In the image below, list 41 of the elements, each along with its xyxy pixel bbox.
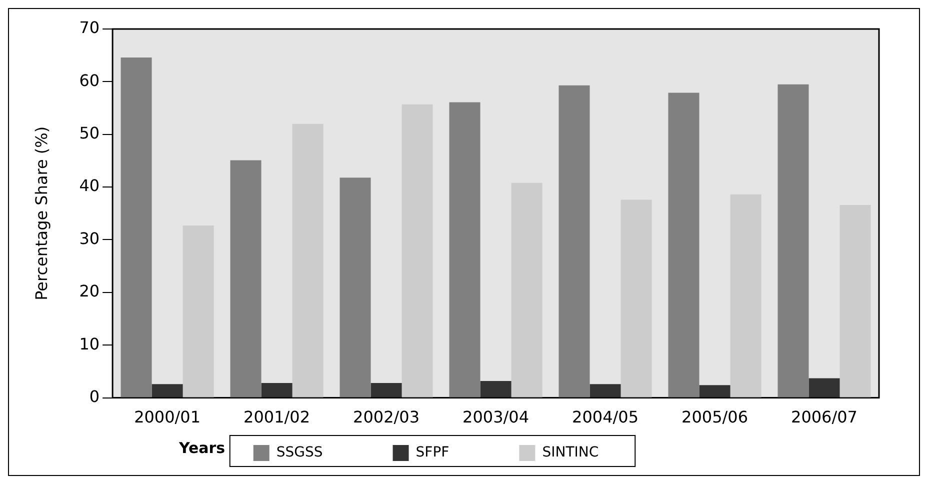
y-tick-label: 20	[79, 282, 100, 301]
x-tick-label: 2005/06	[682, 408, 748, 427]
legend-label: SSGSS	[276, 444, 379, 461]
bar	[699, 385, 730, 398]
x-tick-label: 2002/03	[353, 408, 420, 427]
bar	[778, 84, 809, 398]
bar	[620, 200, 652, 398]
bar	[449, 102, 480, 398]
bar	[840, 204, 871, 398]
y-tick-label: 0	[89, 386, 100, 406]
x-tick-label: 2003/04	[462, 408, 530, 427]
bar	[558, 85, 590, 398]
y-tick-label: 10	[79, 334, 100, 354]
bar	[480, 380, 512, 398]
legend-label: SINTINC	[542, 444, 655, 461]
x-tick-label: 2004/05	[572, 408, 639, 427]
x-axis-title: Years	[179, 439, 226, 457]
bar	[120, 57, 152, 398]
y-tick-label: 40	[79, 176, 100, 196]
bar	[182, 226, 214, 398]
bar	[230, 160, 262, 398]
bar	[511, 182, 542, 398]
bar	[292, 124, 324, 398]
bar	[340, 178, 371, 398]
bar	[152, 384, 183, 398]
bar	[402, 104, 433, 398]
bar	[668, 92, 700, 398]
x-tick-label: 2006/07	[791, 408, 858, 427]
bar	[730, 194, 762, 398]
x-tick-label: 2000/01	[134, 408, 201, 427]
legend-label: SFPF	[416, 444, 506, 461]
bar	[370, 383, 402, 398]
bar	[590, 384, 621, 398]
y-tick-label: 50	[79, 124, 100, 143]
y-tick-label: 30	[79, 228, 100, 248]
y-tick-label: 60	[79, 70, 100, 90]
bar	[808, 378, 840, 398]
bar	[261, 383, 292, 398]
y-axis-title: Percentage Share (%)	[32, 126, 51, 300]
y-tick-label: 70	[79, 18, 100, 38]
x-tick-label: 2001/02	[244, 408, 310, 427]
